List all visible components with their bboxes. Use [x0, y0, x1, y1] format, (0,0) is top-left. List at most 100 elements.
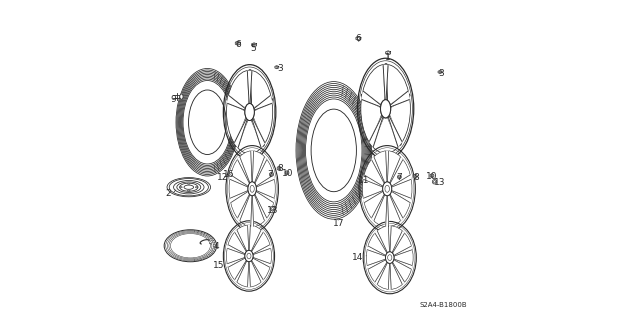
Text: 8: 8 — [413, 173, 419, 182]
Polygon shape — [392, 175, 411, 187]
Ellipse shape — [311, 109, 356, 192]
Text: 2: 2 — [165, 189, 171, 198]
Text: 10: 10 — [426, 172, 438, 181]
Text: 13: 13 — [267, 206, 278, 215]
Polygon shape — [251, 230, 263, 252]
Ellipse shape — [180, 187, 182, 188]
Ellipse shape — [245, 250, 253, 262]
Polygon shape — [275, 66, 279, 69]
Text: 17: 17 — [333, 219, 345, 228]
Polygon shape — [392, 262, 404, 284]
Polygon shape — [227, 245, 245, 255]
Polygon shape — [247, 71, 252, 103]
Polygon shape — [256, 190, 275, 203]
Circle shape — [285, 171, 289, 175]
Polygon shape — [386, 51, 390, 55]
Polygon shape — [236, 41, 240, 45]
Polygon shape — [386, 196, 388, 226]
Polygon shape — [237, 194, 250, 220]
Polygon shape — [254, 96, 271, 110]
Polygon shape — [394, 246, 412, 256]
Polygon shape — [367, 259, 386, 269]
Polygon shape — [362, 91, 381, 107]
Circle shape — [430, 174, 434, 178]
Polygon shape — [248, 225, 250, 250]
Polygon shape — [364, 190, 383, 203]
Text: 3: 3 — [438, 69, 444, 78]
Polygon shape — [235, 260, 247, 282]
Polygon shape — [369, 116, 383, 146]
Polygon shape — [252, 43, 257, 47]
Ellipse shape — [245, 250, 253, 262]
Text: 14: 14 — [352, 253, 364, 262]
Ellipse shape — [184, 185, 193, 189]
Polygon shape — [390, 91, 409, 107]
Polygon shape — [386, 151, 388, 182]
Ellipse shape — [388, 255, 392, 260]
Ellipse shape — [195, 187, 198, 188]
Ellipse shape — [250, 185, 254, 192]
Text: 16: 16 — [223, 170, 234, 179]
Circle shape — [270, 206, 275, 211]
Ellipse shape — [385, 252, 394, 263]
Polygon shape — [390, 157, 403, 183]
Polygon shape — [372, 194, 385, 220]
Polygon shape — [256, 175, 275, 187]
Ellipse shape — [383, 104, 388, 114]
Text: 15: 15 — [212, 261, 224, 270]
Ellipse shape — [248, 182, 257, 196]
Text: 4: 4 — [214, 242, 220, 251]
Polygon shape — [438, 70, 442, 74]
Polygon shape — [364, 175, 383, 187]
Polygon shape — [372, 157, 385, 183]
Polygon shape — [394, 259, 412, 269]
Polygon shape — [375, 231, 387, 253]
Text: 6: 6 — [236, 40, 241, 49]
Ellipse shape — [383, 182, 392, 196]
Polygon shape — [253, 245, 271, 255]
Text: 7: 7 — [397, 173, 402, 182]
Circle shape — [413, 174, 417, 178]
Text: 13: 13 — [434, 178, 445, 187]
Ellipse shape — [383, 182, 392, 196]
Ellipse shape — [247, 107, 252, 117]
Ellipse shape — [366, 226, 413, 289]
Polygon shape — [388, 226, 391, 252]
Ellipse shape — [227, 70, 273, 154]
Polygon shape — [255, 194, 267, 220]
Polygon shape — [248, 262, 250, 287]
Polygon shape — [383, 65, 388, 100]
Ellipse shape — [188, 190, 190, 191]
Text: 9: 9 — [170, 95, 175, 104]
Text: 1: 1 — [385, 53, 390, 62]
Polygon shape — [235, 230, 247, 252]
Polygon shape — [253, 257, 271, 267]
Ellipse shape — [188, 183, 190, 184]
Polygon shape — [392, 231, 404, 253]
Ellipse shape — [189, 90, 226, 155]
Ellipse shape — [381, 100, 390, 118]
Polygon shape — [228, 96, 245, 110]
Ellipse shape — [247, 253, 251, 259]
Polygon shape — [251, 260, 263, 282]
Polygon shape — [230, 190, 248, 203]
Text: 8: 8 — [277, 164, 283, 172]
Text: 6: 6 — [356, 34, 361, 43]
Text: 11: 11 — [358, 176, 370, 185]
Ellipse shape — [361, 64, 410, 153]
Ellipse shape — [180, 94, 183, 99]
Polygon shape — [356, 36, 361, 40]
Ellipse shape — [229, 151, 275, 227]
Text: 7: 7 — [267, 170, 273, 179]
Text: 3: 3 — [278, 64, 284, 73]
Circle shape — [277, 166, 281, 170]
Text: 5: 5 — [250, 44, 255, 52]
Polygon shape — [251, 151, 253, 182]
Text: 12: 12 — [216, 173, 228, 182]
Circle shape — [397, 175, 401, 179]
Ellipse shape — [245, 103, 254, 121]
Ellipse shape — [381, 100, 390, 118]
Polygon shape — [251, 196, 253, 226]
Circle shape — [269, 172, 273, 176]
Text: S2A4-B1800B: S2A4-B1800B — [420, 302, 467, 308]
